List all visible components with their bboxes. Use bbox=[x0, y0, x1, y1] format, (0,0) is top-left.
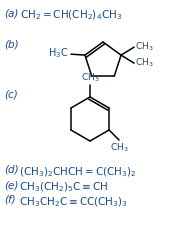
Text: H$_3$C: H$_3$C bbox=[48, 46, 68, 60]
Text: (c): (c) bbox=[4, 89, 18, 99]
Text: CH$_2$$=$CH(CH$_2$)$_4$CH$_3$: CH$_2$$=$CH(CH$_2$)$_4$CH$_3$ bbox=[20, 8, 122, 22]
Text: (CH$_3$)$_2$CHCH$=$C(CH$_3$)$_2$: (CH$_3$)$_2$CHCH$=$C(CH$_3$)$_2$ bbox=[19, 165, 136, 179]
Text: CH$_3$CH$_2$C$\equiv$CC(CH$_3$)$_3$: CH$_3$CH$_2$C$\equiv$CC(CH$_3$)$_3$ bbox=[19, 195, 128, 209]
Text: CH$_3$: CH$_3$ bbox=[81, 71, 99, 84]
Text: (d): (d) bbox=[4, 165, 19, 175]
Text: (e): (e) bbox=[4, 180, 18, 190]
Text: CH$_3$: CH$_3$ bbox=[135, 41, 154, 53]
Text: CH$_3$: CH$_3$ bbox=[135, 57, 154, 69]
Text: CH$_3$(CH$_2$)$_5$C$\equiv$CH: CH$_3$(CH$_2$)$_5$C$\equiv$CH bbox=[19, 180, 108, 194]
Text: (b): (b) bbox=[4, 39, 19, 49]
Text: (a): (a) bbox=[4, 8, 18, 18]
Text: (f): (f) bbox=[4, 195, 16, 205]
Text: CH$_3$: CH$_3$ bbox=[110, 141, 128, 153]
